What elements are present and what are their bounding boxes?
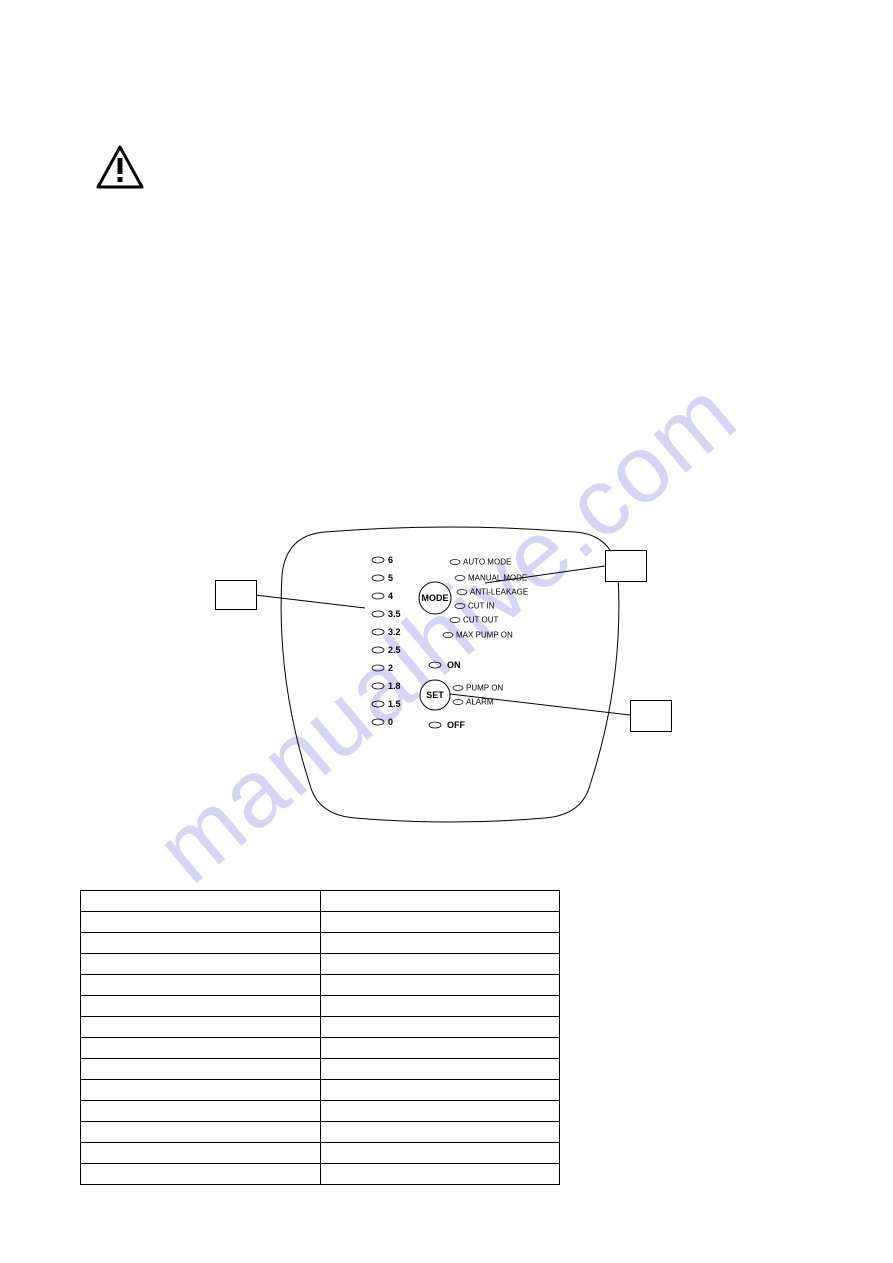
pressure-value: 1.8 xyxy=(388,681,401,691)
table-cell xyxy=(81,975,321,996)
table-row xyxy=(81,891,560,912)
table-cell xyxy=(81,996,321,1017)
callout-left xyxy=(215,580,257,610)
set-button-label: SET xyxy=(426,690,444,700)
table-row xyxy=(81,1059,560,1080)
table-cell xyxy=(320,1038,560,1059)
table-cell xyxy=(81,1101,321,1122)
callout-right-bottom xyxy=(630,700,672,732)
table-row xyxy=(81,1017,560,1038)
mode-label: MAX PUMP ON xyxy=(456,631,513,640)
pressure-value: 2.5 xyxy=(388,645,401,655)
mode-label: ANTI-LEAKAGE xyxy=(470,588,528,597)
mode-label: CUT OUT xyxy=(463,616,499,625)
mode-button-label: MODE xyxy=(422,593,449,603)
table-cell xyxy=(320,1101,560,1122)
table-cell xyxy=(81,1080,321,1101)
table-row xyxy=(81,1122,560,1143)
off-label: OFF xyxy=(447,720,465,730)
table-row xyxy=(81,912,560,933)
data-table xyxy=(80,890,560,1185)
mode-label: CUT IN xyxy=(468,602,495,611)
table-row xyxy=(81,1101,560,1122)
pressure-value: 5 xyxy=(388,573,393,583)
pressure-value: 1.5 xyxy=(388,699,401,709)
table-cell xyxy=(81,1017,321,1038)
warning-icon xyxy=(95,145,145,195)
table-cell xyxy=(320,1059,560,1080)
table-cell xyxy=(81,1122,321,1143)
table-cell xyxy=(320,1122,560,1143)
pressure-value: 3.2 xyxy=(388,627,401,637)
table-cell xyxy=(320,954,560,975)
table-row xyxy=(81,933,560,954)
table-row xyxy=(81,1143,560,1164)
table-cell xyxy=(81,1038,321,1059)
pressure-value: 4 xyxy=(388,591,393,601)
table-cell xyxy=(81,1059,321,1080)
pressure-value: 6 xyxy=(388,555,393,565)
table-cell xyxy=(81,912,321,933)
table-cell xyxy=(320,1164,560,1185)
table-cell xyxy=(81,891,321,912)
table-row xyxy=(81,954,560,975)
table-cell xyxy=(320,1080,560,1101)
pressure-value: 2 xyxy=(388,663,393,673)
table-cell xyxy=(320,933,560,954)
pressure-value: 3.5 xyxy=(388,609,401,619)
table-cell xyxy=(81,933,321,954)
table-row xyxy=(81,1038,560,1059)
table-cell xyxy=(81,954,321,975)
pressure-value: 0 xyxy=(388,717,393,727)
table-cell xyxy=(81,1164,321,1185)
callout-right-top xyxy=(605,550,647,582)
table-cell xyxy=(81,1143,321,1164)
table-cell xyxy=(320,996,560,1017)
table-cell xyxy=(320,975,560,996)
table-row xyxy=(81,1080,560,1101)
table-cell xyxy=(320,1017,560,1038)
set-label: PUMP ON xyxy=(466,684,503,693)
table-cell xyxy=(320,912,560,933)
table-cell xyxy=(320,891,560,912)
table-row xyxy=(81,1164,560,1185)
table-row xyxy=(81,975,560,996)
table-row xyxy=(81,996,560,1017)
on-label: ON xyxy=(447,660,461,670)
table-cell xyxy=(320,1143,560,1164)
